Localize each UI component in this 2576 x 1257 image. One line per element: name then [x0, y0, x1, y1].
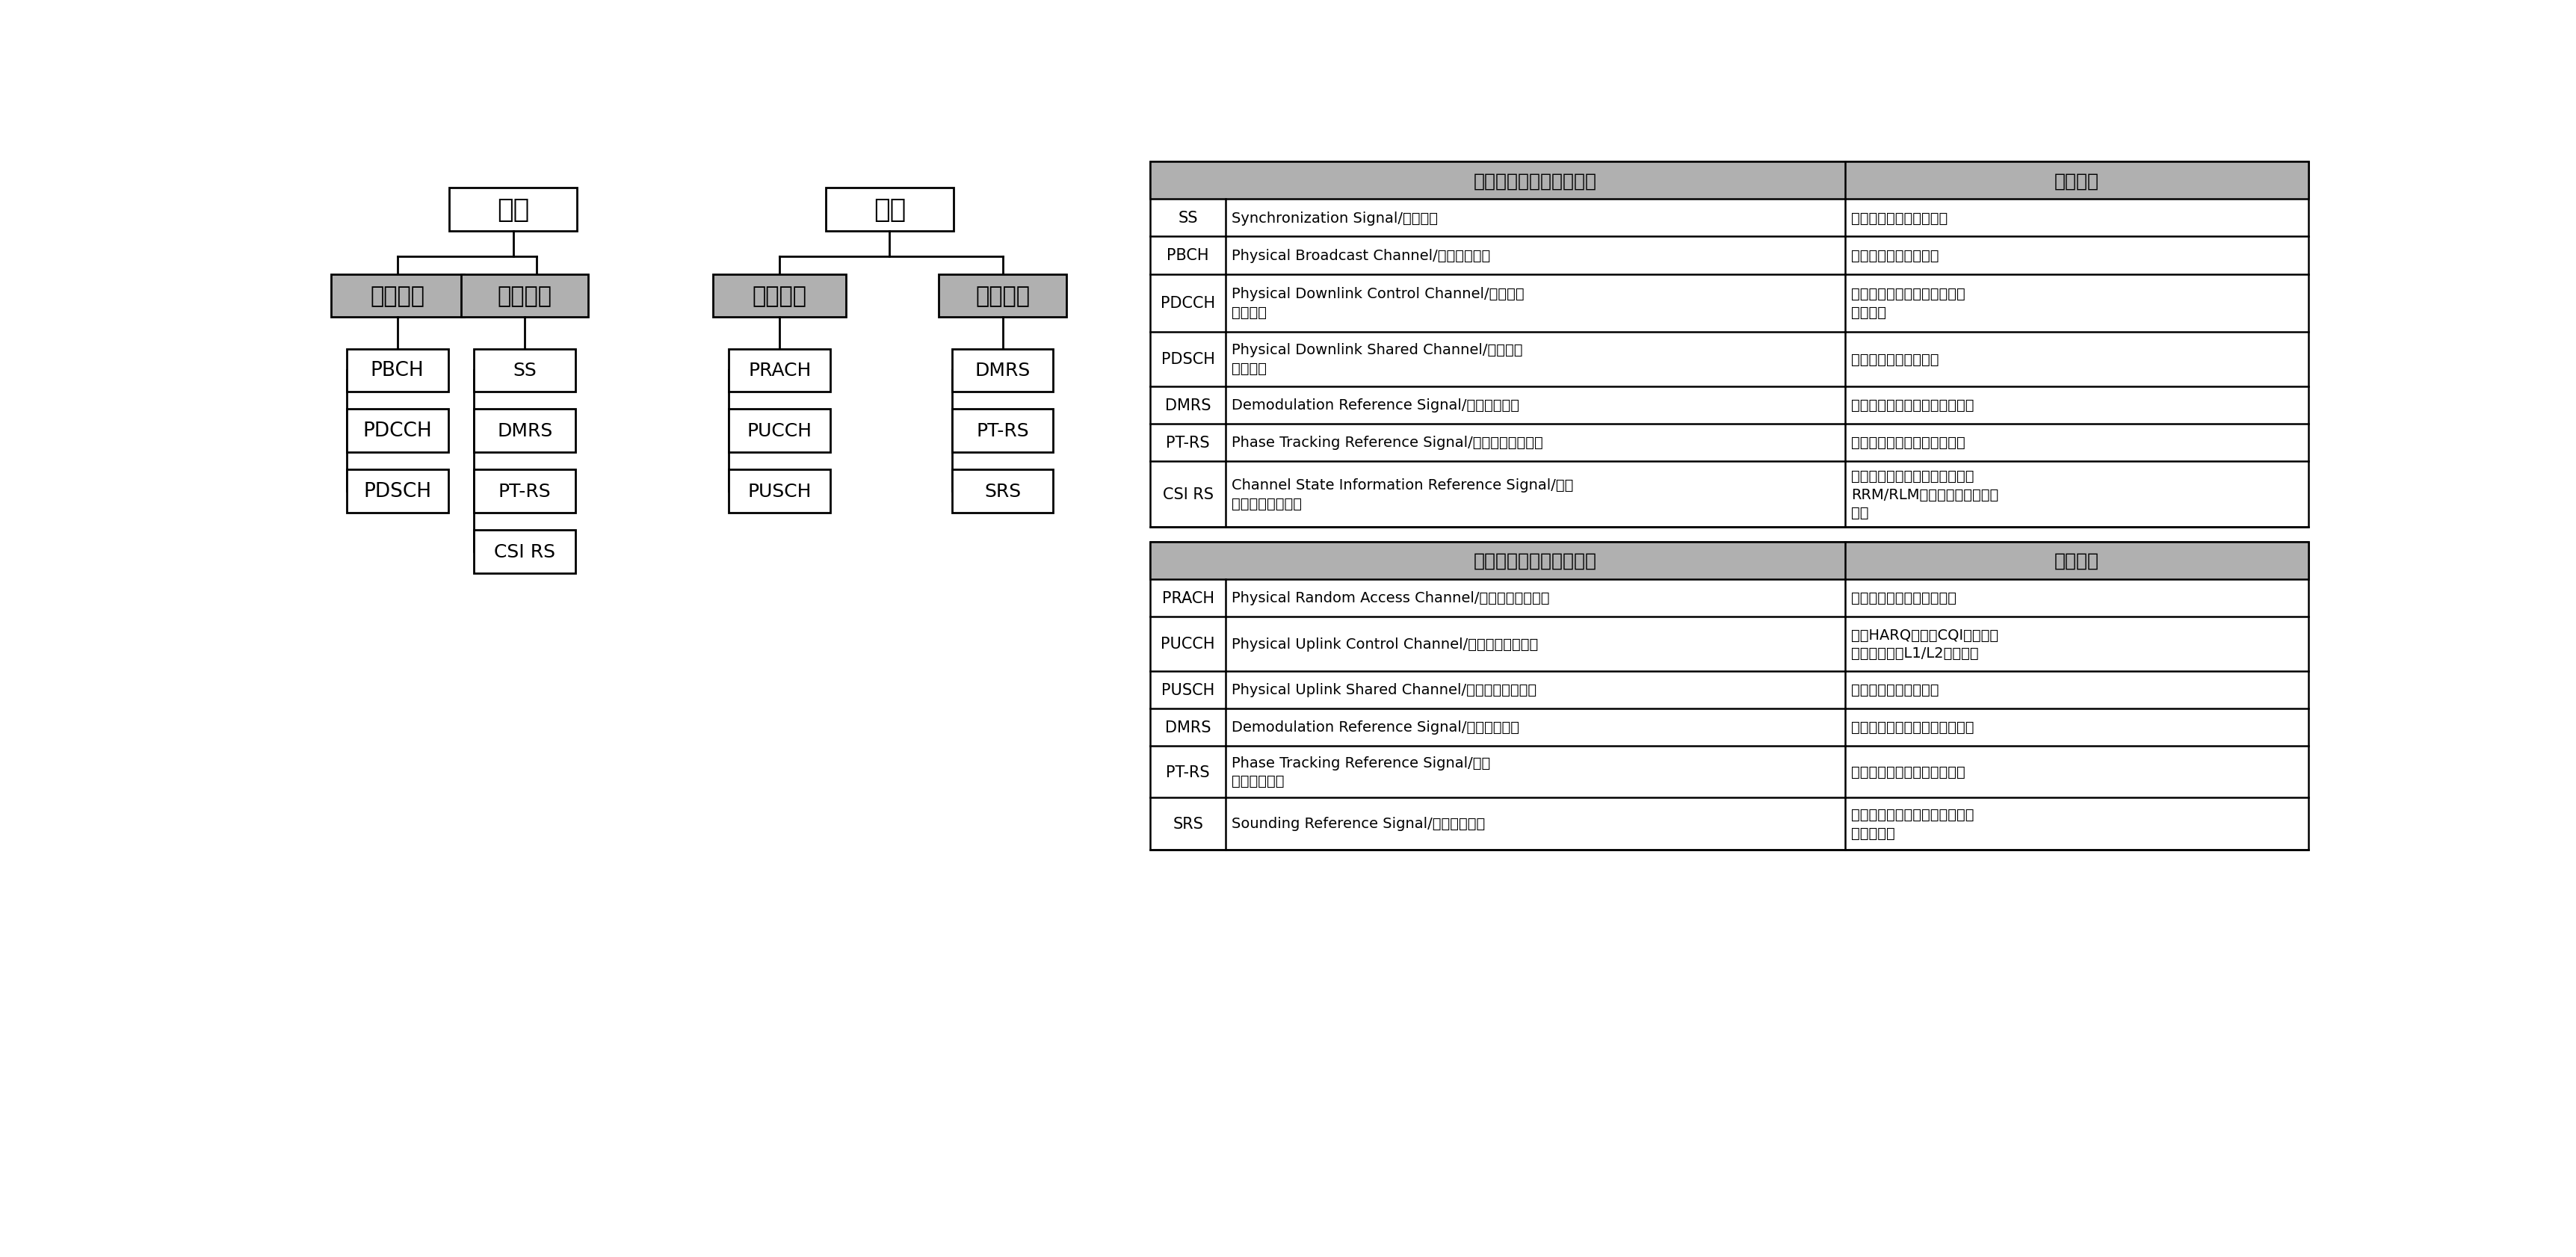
- Text: PT-RS: PT-RS: [1167, 435, 1211, 450]
- Text: DMRS: DMRS: [497, 422, 551, 440]
- Text: PRACH: PRACH: [747, 362, 811, 380]
- Bar: [330, 274, 464, 318]
- Text: CSI RS: CSI RS: [495, 543, 556, 561]
- Text: 用于下行相位噪声跟踪和补偿: 用于下行相位噪声跟踪和补偿: [1850, 436, 1965, 450]
- Bar: [729, 349, 829, 392]
- Text: Physical Random Access Channel/物理随机接入信道: Physical Random Access Channel/物理随机接入信道: [1231, 591, 1548, 605]
- Bar: [951, 349, 1054, 392]
- Text: Demodulation Reference Signal/解调参考信号: Demodulation Reference Signal/解调参考信号: [1231, 720, 1520, 734]
- Text: 用于下行信道测量，波束管理，
RRM/RLM测量和精细化时频跟
踪等: 用于下行信道测量，波束管理， RRM/RLM测量和精细化时频跟 踪等: [1850, 469, 1999, 519]
- Bar: [714, 274, 845, 318]
- Bar: [951, 470, 1054, 513]
- Text: Physical Uplink Control Channel/物理上行控制信道: Physical Uplink Control Channel/物理上行控制信道: [1231, 637, 1538, 651]
- Text: 物理信道: 物理信道: [752, 285, 806, 307]
- Text: 用于用户随机接入请求信息: 用于用户随机接入请求信息: [1850, 591, 1955, 605]
- Bar: [1149, 542, 2308, 579]
- Text: PBCH: PBCH: [371, 361, 425, 381]
- Text: DMRS: DMRS: [974, 362, 1030, 380]
- Text: 物理信道: 物理信道: [371, 285, 425, 307]
- Text: 物理信号: 物理信号: [976, 285, 1030, 307]
- Text: PDSCH: PDSCH: [363, 481, 430, 502]
- Text: PUCCH: PUCCH: [747, 422, 811, 440]
- Bar: [348, 470, 448, 513]
- Text: SRS: SRS: [984, 483, 1020, 500]
- Bar: [951, 410, 1054, 453]
- Bar: [474, 470, 574, 513]
- Text: 物理信号: 物理信号: [497, 285, 551, 307]
- Text: Sounding Reference Signal/探测参考信号: Sounding Reference Signal/探测参考信号: [1231, 817, 1484, 831]
- Text: PRACH: PRACH: [1162, 591, 1213, 606]
- Text: SRS: SRS: [1172, 816, 1203, 831]
- Text: 用于下行调度、功控等控制信
令的传输: 用于下行调度、功控等控制信 令的传输: [1850, 287, 1965, 319]
- Text: 用于承载下行用户数据: 用于承载下行用户数据: [1850, 352, 1937, 366]
- Bar: [1149, 162, 2308, 528]
- Bar: [1149, 162, 2308, 200]
- Bar: [827, 189, 953, 231]
- Text: 用于承载系统广播消息: 用于承载系统广播消息: [1850, 249, 1937, 263]
- Text: PT-RS: PT-RS: [1167, 764, 1211, 779]
- Text: Physical Downlink Control Channel/物理下行
控制信道: Physical Downlink Control Channel/物理下行 控…: [1231, 287, 1522, 319]
- Text: 下行: 下行: [497, 197, 528, 222]
- Bar: [348, 410, 448, 453]
- Text: 上行: 上行: [873, 197, 907, 222]
- Text: PT-RS: PT-RS: [976, 422, 1028, 440]
- Text: SS: SS: [1177, 211, 1198, 226]
- Bar: [474, 530, 574, 573]
- Text: 用于上行信道测量、时频同步、
波束管理等: 用于上行信道测量、时频同步、 波束管理等: [1850, 807, 1973, 840]
- Text: Synchronization Signal/同步信号: Synchronization Signal/同步信号: [1231, 211, 1437, 225]
- Bar: [348, 349, 448, 392]
- Bar: [461, 274, 587, 318]
- Bar: [729, 470, 829, 513]
- Text: Demodulation Reference Signal/解调参考信号: Demodulation Reference Signal/解调参考信号: [1231, 398, 1520, 412]
- Text: Phase Tracking Reference Signal/相位
跟踪参考信号: Phase Tracking Reference Signal/相位 跟踪参考信…: [1231, 755, 1489, 788]
- Bar: [474, 410, 574, 453]
- Text: 下行物理信道与信号名称: 下行物理信道与信号名称: [1473, 172, 1597, 190]
- Text: PUCCH: PUCCH: [1162, 636, 1216, 651]
- Text: 上行物理信道与信号名称: 上行物理信道与信号名称: [1473, 552, 1597, 569]
- Text: 用于上行数据解调、时频同步等: 用于上行数据解调、时频同步等: [1850, 720, 1973, 734]
- Bar: [1149, 542, 2308, 850]
- Bar: [474, 349, 574, 392]
- Text: Physical Downlink Shared Channel/物理下行
共享信道: Physical Downlink Shared Channel/物理下行 共享…: [1231, 343, 1522, 376]
- Text: Phase Tracking Reference Signal/相位跟踪参考信号: Phase Tracking Reference Signal/相位跟踪参考信号: [1231, 436, 1543, 450]
- Text: 用于承载上行用户数据: 用于承载上行用户数据: [1850, 683, 1937, 698]
- Text: PDCCH: PDCCH: [363, 421, 433, 441]
- Text: 用于时频同步和小区搜索: 用于时频同步和小区搜索: [1850, 211, 1947, 225]
- Text: PUSCH: PUSCH: [1162, 683, 1213, 698]
- Text: Channel State Information Reference Signal/信道
状态信息参考信号: Channel State Information Reference Sign…: [1231, 479, 1574, 510]
- Text: CSI RS: CSI RS: [1162, 486, 1213, 502]
- Text: 用于上行相位噪声跟踪和补偿: 用于上行相位噪声跟踪和补偿: [1850, 764, 1965, 779]
- Text: PUSCH: PUSCH: [747, 483, 811, 500]
- Text: PDCCH: PDCCH: [1159, 295, 1216, 310]
- Bar: [448, 189, 577, 231]
- Text: DMRS: DMRS: [1164, 720, 1211, 735]
- Text: DMRS: DMRS: [1164, 398, 1211, 412]
- Text: 用于下行数据解调、时频同步等: 用于下行数据解调、时频同步等: [1850, 398, 1973, 412]
- Text: Physical Broadcast Channel/物理广播信道: Physical Broadcast Channel/物理广播信道: [1231, 249, 1489, 263]
- Text: PT-RS: PT-RS: [497, 483, 551, 500]
- Bar: [938, 274, 1066, 318]
- Text: PBCH: PBCH: [1167, 249, 1208, 263]
- Text: 功能简介: 功能简介: [2053, 172, 2099, 190]
- Text: Physical Uplink Shared Channel/物理上行共享信道: Physical Uplink Shared Channel/物理上行共享信道: [1231, 683, 1535, 698]
- Text: 用于HARQ反馈、CQI反馈、调
度请求指示等L1/L2控制信令: 用于HARQ反馈、CQI反馈、调 度请求指示等L1/L2控制信令: [1850, 627, 1999, 660]
- Text: SS: SS: [513, 362, 536, 380]
- Text: PDSCH: PDSCH: [1162, 352, 1213, 367]
- Bar: [729, 410, 829, 453]
- Text: 功能简介: 功能简介: [2053, 552, 2099, 569]
